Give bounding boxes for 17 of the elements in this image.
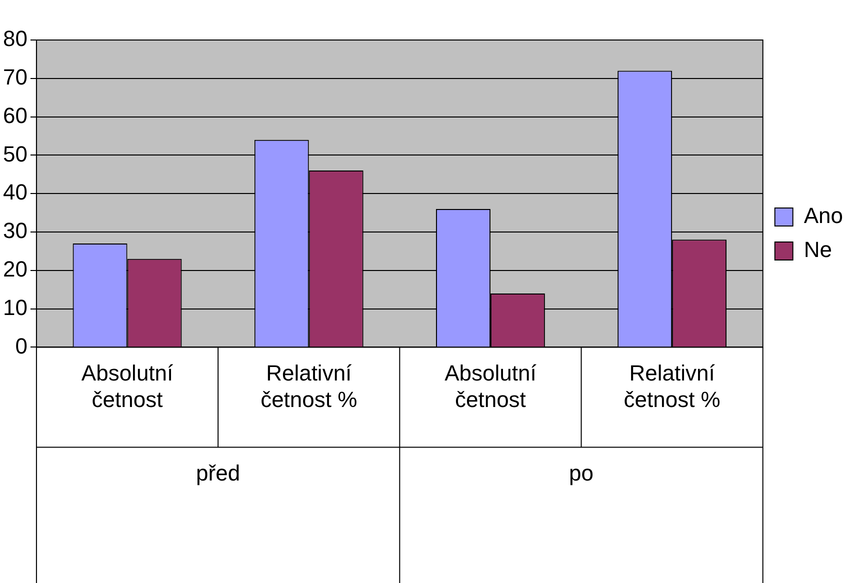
y-tick-label: 50 [2, 141, 28, 166]
legend-label: Ano [804, 203, 844, 228]
x-tick-label: Absolutní četnost [444, 360, 536, 412]
y-tick-label: 20 [2, 256, 28, 282]
y-tick-label: 70 [2, 64, 28, 90]
y-tick-label: 60 [2, 102, 28, 128]
legend-label: Ne [804, 237, 832, 262]
text: po [569, 460, 594, 486]
y-tick-label: 40 [2, 180, 28, 205]
x-tick-label: Relativní četnost % [624, 360, 720, 412]
x-tick-label: Absolutní četnost [81, 360, 174, 412]
text: před [196, 460, 240, 486]
y-tick-label: 10 [2, 294, 28, 320]
y-tick-label: 0 [15, 333, 28, 358]
x-tick-label: Relativní četnost % [260, 360, 358, 412]
y-tick-label: 30 [2, 218, 28, 244]
y-tick-label: 80 [2, 26, 28, 52]
